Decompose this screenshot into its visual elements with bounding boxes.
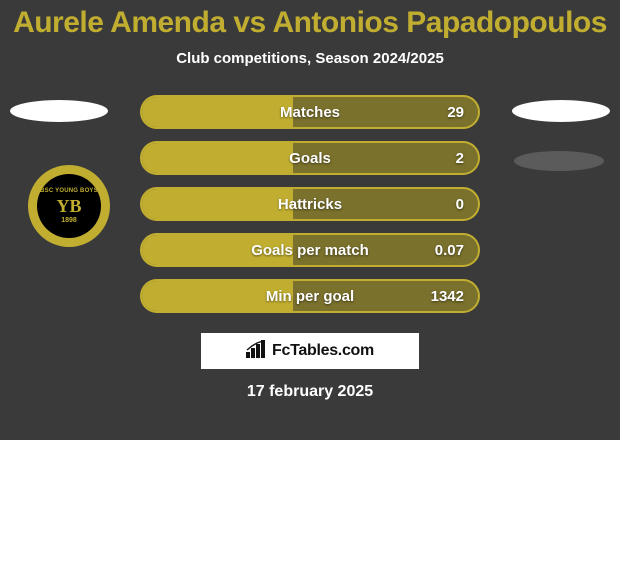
stat-fill <box>142 189 293 219</box>
stat-rows: Matches 29 Goals 2 Hattricks 0 Goals per… <box>140 95 480 313</box>
stat-value: 29 <box>447 104 464 121</box>
stat-label: Goals <box>289 150 331 167</box>
stat-label: Matches <box>280 104 340 121</box>
stat-fill <box>142 97 293 127</box>
player-photo-placeholder-left <box>10 100 108 122</box>
stat-row-mpg: Min per goal 1342 <box>140 279 480 313</box>
stat-value: 1342 <box>431 288 464 305</box>
player-photo-placeholder-right <box>512 100 610 122</box>
stat-label: Goals per match <box>251 242 369 259</box>
brand-box: FcTables.com <box>201 333 419 369</box>
infographic-card: Aurele Amenda vs Antonios Papadopoulos C… <box>0 0 620 440</box>
background-surface <box>0 440 620 580</box>
stat-fill <box>142 143 293 173</box>
club-badge-left: BSC YOUNG BOYS YB 1898 <box>28 165 110 247</box>
infographic-date: 17 february 2025 <box>0 383 620 401</box>
page-title: Aurele Amenda vs Antonios Papadopoulos <box>0 0 620 40</box>
stat-label: Hattricks <box>278 196 342 213</box>
club-badge-placeholder-right <box>514 151 604 171</box>
stat-value: 2 <box>456 150 464 167</box>
stat-row-gpm: Goals per match 0.07 <box>140 233 480 267</box>
stat-row-hattricks: Hattricks 0 <box>140 187 480 221</box>
stat-label: Min per goal <box>266 288 354 305</box>
brand-text: FcTables.com <box>272 342 374 360</box>
bar-chart-icon <box>246 340 268 363</box>
stat-value: 0.07 <box>435 242 464 259</box>
club-badge-icon: BSC YOUNG BOYS YB 1898 <box>37 174 101 238</box>
page-subtitle: Club competitions, Season 2024/2025 <box>0 50 620 67</box>
stat-value: 0 <box>456 196 464 213</box>
stat-row-matches: Matches 29 <box>140 95 480 129</box>
stat-row-goals: Goals 2 <box>140 141 480 175</box>
stats-area: BSC YOUNG BOYS YB 1898 Matches 29 Goals … <box>0 95 620 401</box>
